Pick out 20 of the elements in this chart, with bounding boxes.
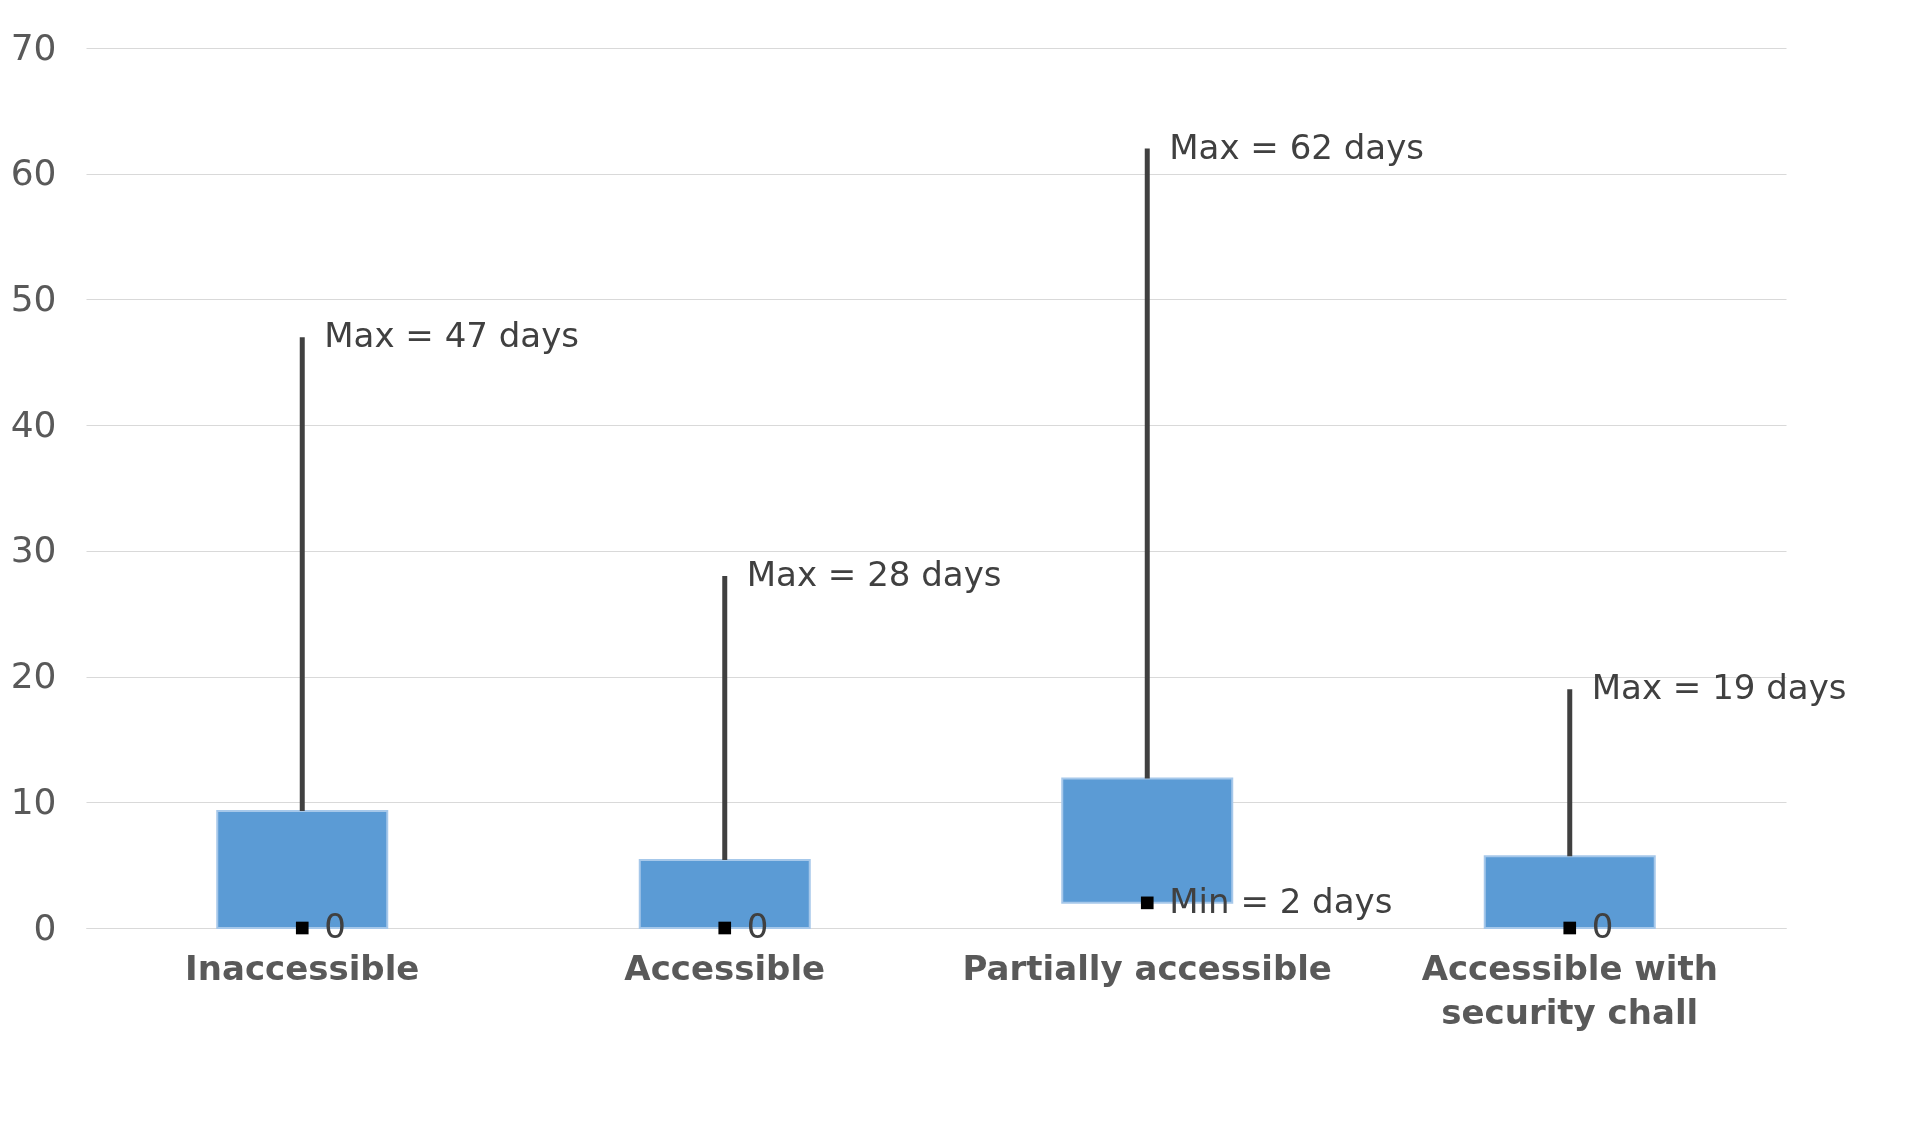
annotation: Max = 19 days <box>1591 667 1847 708</box>
y-tick-label: 10 <box>10 780 57 822</box>
x-tick-label: Inaccessible <box>185 948 420 988</box>
annotation: 0 <box>746 906 769 946</box>
y-tick-label: 40 <box>10 403 57 445</box>
annotation: Max = 62 days <box>1169 126 1424 167</box>
x-tick-label: Partially accessible <box>962 948 1332 988</box>
y-tick-label: 20 <box>10 655 57 697</box>
annotation: Min = 2 days <box>1169 880 1393 921</box>
annotation: 0 <box>324 906 346 946</box>
y-tick-label: 30 <box>10 529 57 571</box>
y-tick-label: 60 <box>10 152 57 194</box>
x-tick-label: Accessible <box>624 948 826 988</box>
annotation: 0 <box>1591 906 1614 946</box>
y-tick-label: 70 <box>10 26 57 68</box>
annotation: Max = 47 days <box>324 315 579 356</box>
y-tick-label: 0 <box>33 906 57 948</box>
x-tick-label: Accessible with security chall <box>1421 948 1718 1032</box>
annotation: Max = 28 days <box>746 554 1002 594</box>
y-tick-label: 50 <box>10 277 57 319</box>
